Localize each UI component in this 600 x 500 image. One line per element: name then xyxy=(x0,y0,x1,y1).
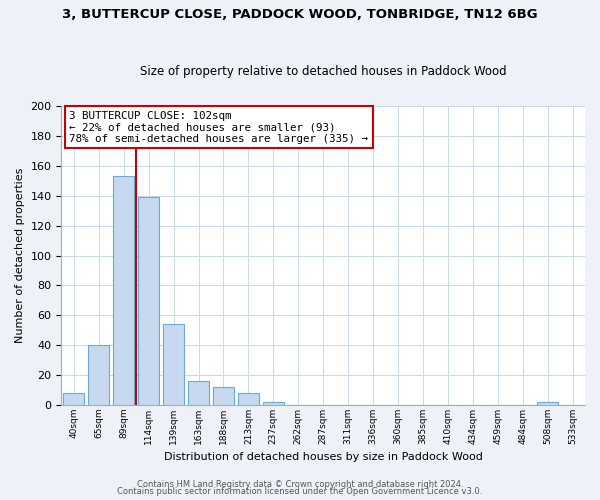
Y-axis label: Number of detached properties: Number of detached properties xyxy=(15,168,25,343)
Bar xyxy=(163,324,184,405)
Bar xyxy=(537,402,558,405)
Bar xyxy=(213,387,234,405)
Text: Contains HM Land Registry data © Crown copyright and database right 2024.: Contains HM Land Registry data © Crown c… xyxy=(137,480,463,489)
Title: Size of property relative to detached houses in Paddock Wood: Size of property relative to detached ho… xyxy=(140,66,506,78)
Bar xyxy=(138,197,159,405)
Bar xyxy=(238,393,259,405)
X-axis label: Distribution of detached houses by size in Paddock Wood: Distribution of detached houses by size … xyxy=(164,452,482,462)
Bar xyxy=(188,381,209,405)
Text: 3 BUTTERCUP CLOSE: 102sqm
← 22% of detached houses are smaller (93)
78% of semi-: 3 BUTTERCUP CLOSE: 102sqm ← 22% of detac… xyxy=(69,110,368,144)
Bar xyxy=(263,402,284,405)
Bar xyxy=(113,176,134,405)
Text: Contains public sector information licensed under the Open Government Licence v3: Contains public sector information licen… xyxy=(118,487,482,496)
Bar xyxy=(88,345,109,405)
Text: 3, BUTTERCUP CLOSE, PADDOCK WOOD, TONBRIDGE, TN12 6BG: 3, BUTTERCUP CLOSE, PADDOCK WOOD, TONBRI… xyxy=(62,8,538,20)
Bar xyxy=(63,393,85,405)
